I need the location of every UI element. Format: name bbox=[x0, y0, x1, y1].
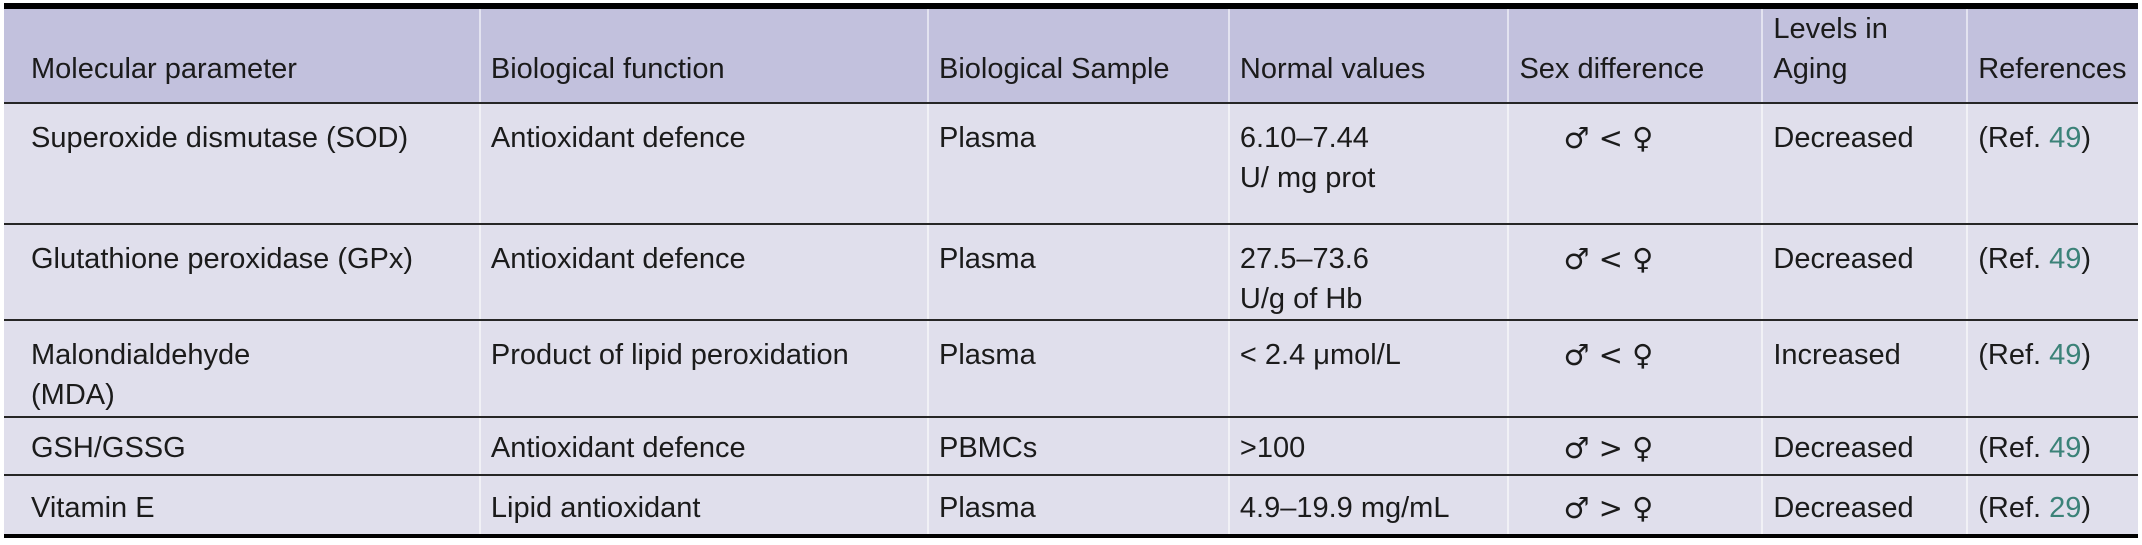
cell-sex-difference: ♂ < ♀ bbox=[1507, 103, 1763, 225]
column-header-normal-values: Normal values bbox=[1227, 6, 1509, 104]
male-less-than-female-symbols: ♂ < ♀ bbox=[1563, 242, 1654, 276]
cell-molecular-parameter: Superoxide dismutase (SOD) bbox=[4, 103, 480, 225]
table-body: Superoxide dismutase (SOD) Antioxidant d… bbox=[4, 103, 2138, 536]
cell-levels-in-aging: Decreased bbox=[1761, 475, 1968, 536]
male-less-than-female-symbols: ♂ < ♀ bbox=[1563, 338, 1654, 372]
cell-biological-sample: Plasma bbox=[927, 224, 1229, 321]
reference-link[interactable]: 29 bbox=[2049, 492, 2082, 524]
cell-biological-function: Antioxidant defence bbox=[478, 224, 928, 321]
cell-molecular-parameter: Vitamin E bbox=[4, 475, 480, 536]
cell-levels-in-aging: Decreased bbox=[1761, 103, 1968, 225]
cell-reference: (Ref. 49) bbox=[1966, 103, 2138, 225]
cell-levels-in-aging: Increased bbox=[1761, 320, 1968, 418]
reference-link[interactable]: 49 bbox=[2049, 432, 2082, 464]
cell-biological-sample: Plasma bbox=[927, 103, 1229, 225]
column-header-biological-sample: Biological Sample bbox=[927, 6, 1229, 104]
cell-sex-difference: ♂ < ♀ bbox=[1507, 320, 1763, 418]
table-row-gsh-gssg: GSH/GSSG Antioxidant defence PBMCs >100 … bbox=[4, 417, 2138, 476]
cell-levels-in-aging: Decreased bbox=[1761, 417, 1968, 476]
cell-reference: (Ref. 49) bbox=[1966, 224, 2138, 321]
male-greater-than-female-symbols: ♂ > ♀ bbox=[1563, 431, 1654, 465]
cell-reference: (Ref. 49) bbox=[1966, 417, 2138, 476]
cell-biological-sample: Plasma bbox=[927, 320, 1229, 418]
cell-biological-function: Lipid antioxidant bbox=[478, 475, 928, 536]
cell-biological-function: Product of lipid peroxidation bbox=[478, 320, 928, 418]
cell-normal-values: >100 bbox=[1227, 417, 1509, 476]
reference-link[interactable]: 49 bbox=[2049, 122, 2082, 154]
column-header-levels-in-aging: Levels in Aging bbox=[1761, 6, 1968, 104]
cell-sex-difference: ♂ > ♀ bbox=[1507, 417, 1763, 476]
cell-normal-values: 4.9–19.9 mg/mL bbox=[1227, 475, 1509, 536]
cell-normal-values: 6.10–7.44 U/ mg prot bbox=[1227, 103, 1509, 225]
cell-molecular-parameter: Malondialdehyde (MDA) bbox=[4, 320, 480, 418]
cell-reference: (Ref. 49) bbox=[1966, 320, 2138, 418]
male-greater-than-female-symbols: ♂ > ♀ bbox=[1563, 491, 1654, 525]
table-row-vitamin-e: Vitamin E Lipid antioxidant Plasma 4.9–1… bbox=[4, 475, 2138, 536]
cell-normal-values: < 2.4 μmol/L bbox=[1227, 320, 1509, 418]
cell-biological-function: Antioxidant defence bbox=[478, 103, 928, 225]
cell-sex-difference: ♂ > ♀ bbox=[1507, 475, 1763, 536]
male-less-than-female-symbols: ♂ < ♀ bbox=[1563, 121, 1654, 155]
reference-link[interactable]: 49 bbox=[2049, 339, 2082, 371]
cell-levels-in-aging: Decreased bbox=[1761, 224, 1968, 321]
table-header: Molecular parameter Biological function … bbox=[4, 6, 2138, 104]
table-row-sod: Superoxide dismutase (SOD) Antioxidant d… bbox=[4, 103, 2138, 225]
oxidative-stress-biomarkers-table: Molecular parameter Biological function … bbox=[4, 3, 2138, 538]
cell-biological-sample: Plasma bbox=[927, 475, 1229, 536]
column-header-sex-difference: Sex difference bbox=[1507, 6, 1763, 104]
table-row-mda: Malondialdehyde (MDA) Product of lipid p… bbox=[4, 320, 2138, 418]
cell-reference: (Ref. 29) bbox=[1966, 475, 2138, 536]
cell-molecular-parameter: GSH/GSSG bbox=[4, 417, 480, 476]
cell-normal-values: 27.5–73.6 U/g of Hb bbox=[1227, 224, 1509, 321]
column-header-biological-function: Biological function bbox=[478, 6, 928, 104]
cell-biological-function: Antioxidant defence bbox=[478, 417, 928, 476]
cell-sex-difference: ♂ < ♀ bbox=[1507, 224, 1763, 321]
column-header-molecular-parameter: Molecular parameter bbox=[4, 6, 480, 104]
cell-biological-sample: PBMCs bbox=[927, 417, 1229, 476]
table-row-gpx: Glutathione peroxidase (GPx) Antioxidant… bbox=[4, 224, 2138, 321]
reference-link[interactable]: 49 bbox=[2049, 243, 2082, 275]
cell-molecular-parameter: Glutathione peroxidase (GPx) bbox=[4, 224, 480, 321]
column-header-references: References bbox=[1966, 6, 2138, 104]
